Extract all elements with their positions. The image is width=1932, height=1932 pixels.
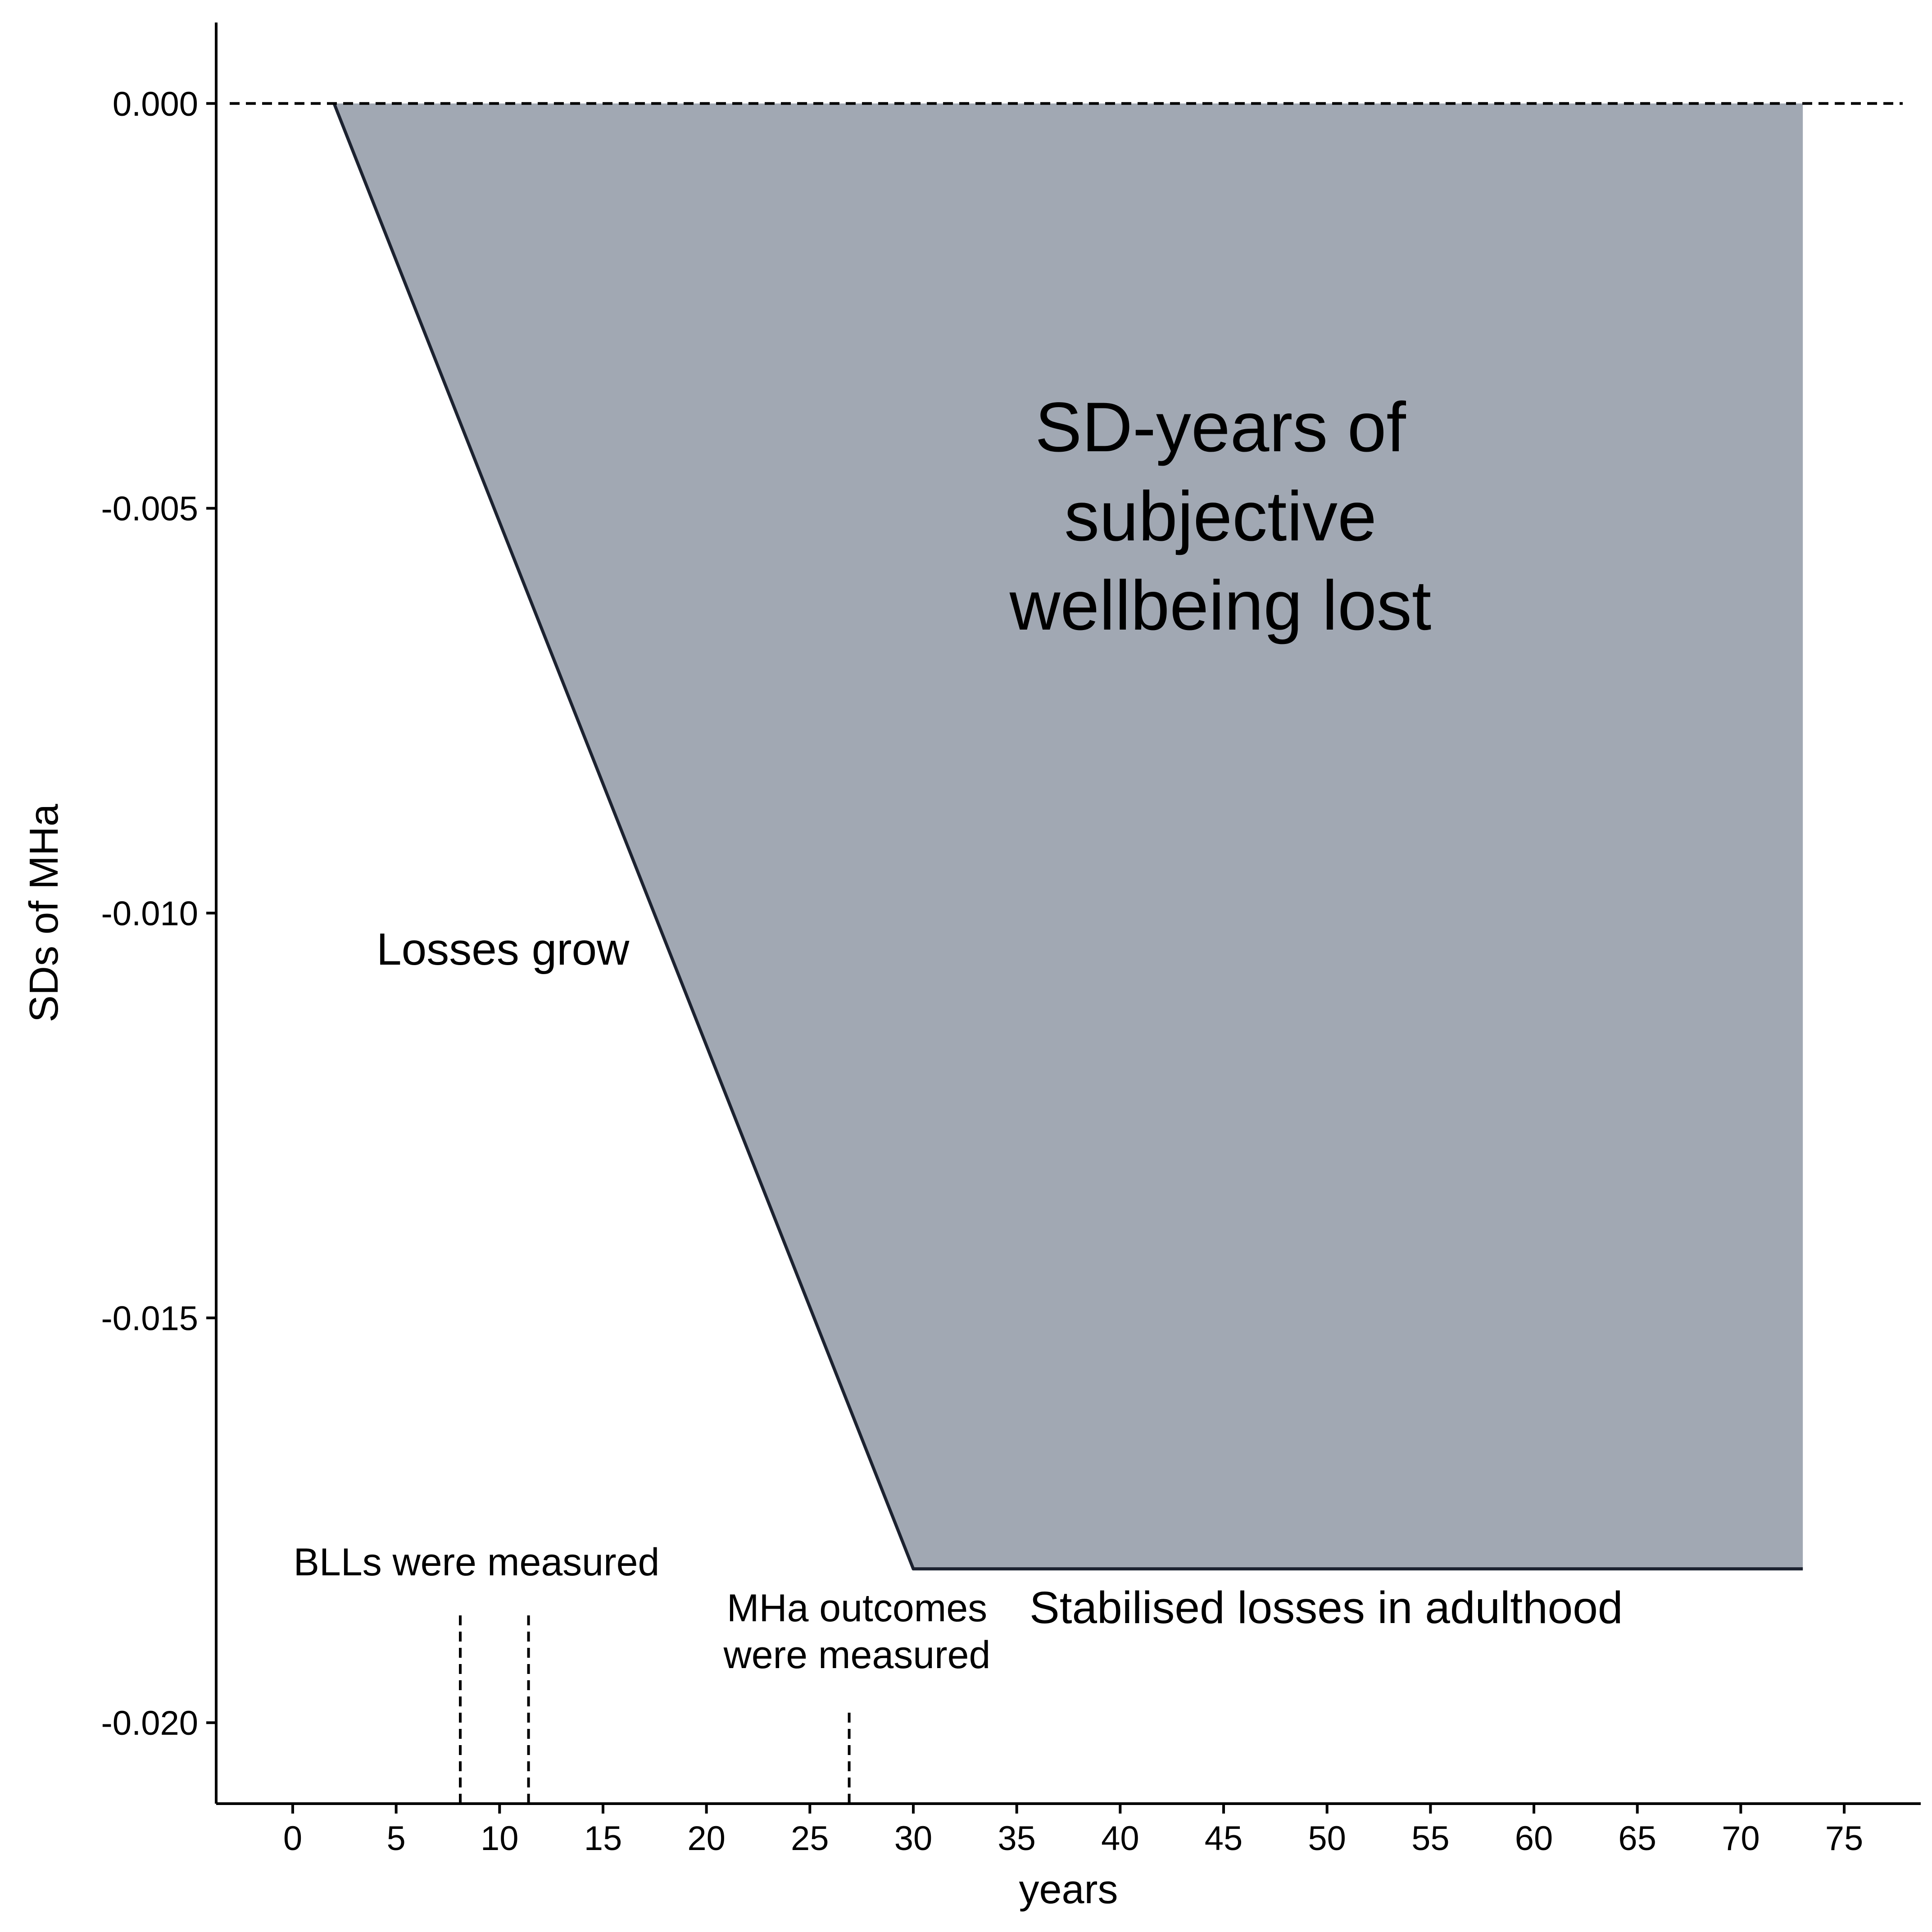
x-tick-label: 50 — [1308, 1819, 1346, 1858]
x-axis-ticks: 0 5 10 15 20 25 30 35 40 45 50 55 60 65 70 75 — [283, 1804, 1863, 1858]
x-tick-label: 40 — [1101, 1819, 1139, 1858]
x-tick-label: 25 — [791, 1819, 829, 1858]
x-tick-label: 75 — [1825, 1819, 1864, 1858]
reference-lines — [230, 102, 1903, 1804]
x-tick-label: 0 — [283, 1819, 302, 1858]
x-tick-label: 70 — [1722, 1819, 1760, 1858]
y-axis-title: SDs of MHa — [22, 803, 67, 1022]
stabilised-losses-label: Stabilised losses in adulthood — [1029, 1583, 1623, 1633]
x-tick-label: 30 — [894, 1819, 933, 1858]
y-tick-label: -0.015 — [101, 1299, 199, 1338]
x-tick-label: 60 — [1515, 1819, 1553, 1858]
area-line — [332, 103, 1803, 1571]
x-tick-label: 5 — [386, 1819, 405, 1858]
y-tick-label: -0.020 — [101, 1704, 199, 1742]
blls-measured-label: BLLs were measured — [294, 1541, 660, 1584]
mha-measured-label-line-1: MHa outcomes — [727, 1587, 987, 1630]
x-tick-label: 10 — [481, 1819, 519, 1858]
y-tick-label: -0.010 — [101, 895, 199, 933]
x-tick-label: 65 — [1618, 1819, 1656, 1858]
mha-measured-label-line-2: were measured — [723, 1633, 991, 1677]
x-tick-label: 20 — [687, 1819, 726, 1858]
x-tick-label: 45 — [1205, 1819, 1243, 1858]
area-label-line-2: subjective — [1064, 477, 1377, 556]
x-axis-title: years — [1019, 1867, 1118, 1912]
area-label-line-1: SD-years of — [1035, 388, 1406, 467]
y-tick-label: -0.005 — [101, 490, 199, 528]
losses-grow-label: Losses grow — [376, 924, 630, 975]
x-tick-label: 55 — [1411, 1819, 1450, 1858]
area-fill — [334, 103, 1803, 1569]
area-label-line-3: wellbeing lost — [1009, 567, 1432, 645]
y-tick-label: 0.000 — [113, 85, 198, 123]
y-axis-ticks: 0.000 -0.005 -0.010 -0.015 -0.020 — [101, 85, 216, 1742]
x-tick-label: 15 — [584, 1819, 622, 1858]
x-tick-label: 35 — [998, 1819, 1036, 1858]
